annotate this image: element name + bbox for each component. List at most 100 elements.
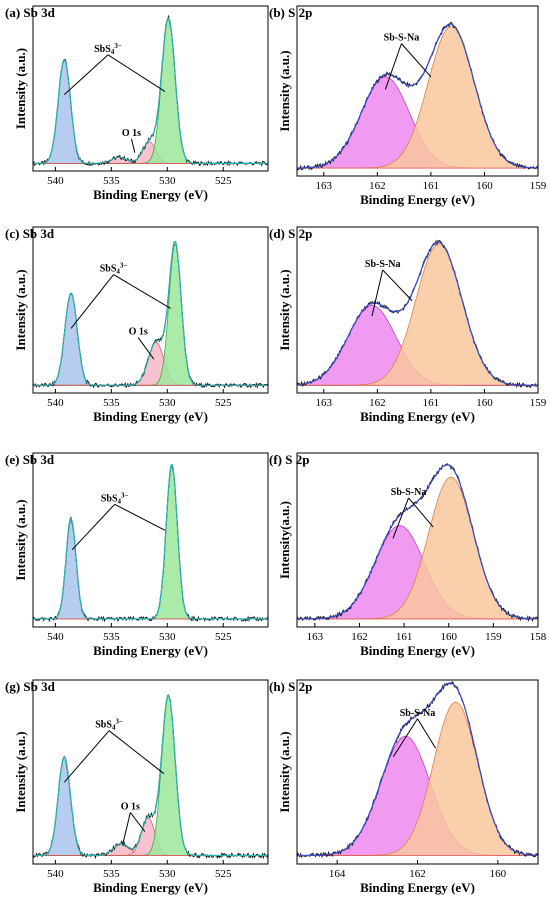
panel-title-a: Sb 3d bbox=[23, 5, 55, 20]
y-axis-title-c: Intensity (a.u.) bbox=[13, 269, 28, 350]
annotation-arrow-b-0-0 bbox=[384, 43, 402, 90]
y-axis-title-h: Intensity (a.u.) bbox=[277, 731, 292, 812]
annotation-arrow-d-0-1 bbox=[382, 269, 413, 302]
xtick-label-b-3: 160 bbox=[476, 180, 493, 192]
annotation-h-0: Sb-S-Na bbox=[400, 708, 436, 719]
panel-tag-f: (f) S 2p bbox=[269, 452, 309, 467]
xtick-label-a-1: 535 bbox=[103, 175, 120, 187]
annotation-sup-a-0: 3− bbox=[114, 42, 122, 50]
annotation-sup-g-0: 3− bbox=[115, 718, 123, 726]
xtick-label-h-2: 160 bbox=[490, 868, 507, 880]
xtick-label-b-2: 161 bbox=[423, 180, 440, 192]
annotation-arrow-a-0-0 bbox=[63, 54, 109, 95]
xtick-label-f-4: 159 bbox=[485, 631, 502, 643]
xtick-label-e-2: 530 bbox=[159, 631, 176, 643]
annotation-a-1: O 1s bbox=[122, 128, 141, 139]
frame-c bbox=[32, 226, 269, 394]
annotation-arrow-g-1-0 bbox=[122, 812, 131, 846]
xtick-label-g-2: 530 bbox=[159, 868, 176, 880]
xtick-label-g-3: 525 bbox=[215, 868, 232, 880]
xtick-label-c-1: 535 bbox=[103, 397, 120, 409]
xtick-label-d-1: 162 bbox=[369, 397, 386, 409]
panel-tag-b: (b) S 2p bbox=[269, 5, 312, 20]
fit-envelope-b bbox=[297, 23, 538, 169]
annotation-arrow-d-0-0 bbox=[371, 269, 384, 317]
panel-title-c: Sb 3d bbox=[23, 226, 55, 241]
frame-d bbox=[296, 226, 539, 394]
annotation-g-0: SbS43− bbox=[95, 718, 123, 732]
annotation-g-1: O 1s bbox=[121, 801, 140, 812]
xtick-label-b-1: 162 bbox=[369, 180, 386, 192]
annotation-sub-g-0: 4 bbox=[112, 724, 116, 732]
peak-fill-b-0 bbox=[297, 76, 538, 169]
xtick-label-d-3: 160 bbox=[476, 397, 493, 409]
xtick-label-f-5: 158 bbox=[530, 631, 547, 643]
y-axis-title-d: Intensity (a.u.) bbox=[277, 269, 292, 350]
annotation-arrow-c-0-0 bbox=[70, 274, 114, 329]
fit-envelope-c bbox=[33, 240, 268, 386]
panel-title-d: S 2p bbox=[288, 226, 312, 241]
annotation-f-0: Sb-S-Na bbox=[391, 487, 427, 498]
panel-title-f: S 2p bbox=[285, 452, 309, 467]
frame-f bbox=[296, 452, 539, 628]
y-axis-title-f: Intensity(a.u.) bbox=[277, 501, 292, 579]
x-axis-title-e: Binding Energy (eV) bbox=[93, 643, 208, 658]
peak-fill-c-1 bbox=[33, 342, 268, 386]
panel-title-g: Sb 3d bbox=[23, 679, 55, 694]
annotation-c-0: SbS43− bbox=[100, 262, 128, 276]
panel-a: 540 535 530 525 Binding Energy (eV) Intensity… bbox=[5, 5, 269, 202]
panel-g: 540 535 530 525 Binding Energy (eV) Intensity… bbox=[5, 679, 269, 895]
xtick-label-c-3: 525 bbox=[215, 397, 232, 409]
panel-e: 540 535 530 525 Binding Energy (eV) Intensity… bbox=[5, 452, 269, 658]
x-axis-title-c: Binding Energy (eV) bbox=[93, 409, 208, 424]
xtick-label-b-4: 159 bbox=[530, 180, 547, 192]
fit-envelope-e bbox=[33, 464, 268, 620]
panel-tag-g: (g) Sb 3d bbox=[5, 679, 56, 694]
xtick-label-a-0: 540 bbox=[47, 175, 64, 187]
xtick-label-f-3: 160 bbox=[440, 631, 457, 643]
panel-title-b: S 2p bbox=[288, 5, 312, 20]
xtick-label-h-1: 162 bbox=[409, 868, 426, 880]
frame-e bbox=[32, 452, 269, 628]
xtick-label-a-2: 530 bbox=[159, 175, 176, 187]
annotation-sub-a-0: 4 bbox=[111, 48, 115, 56]
peak-fill-b-1 bbox=[297, 26, 538, 169]
panel-tag-a: (a) Sb 3d bbox=[5, 5, 56, 20]
annotation-arrow-c-1-0 bbox=[137, 337, 155, 360]
panel-tag-h: (h) S 2p bbox=[269, 679, 312, 694]
frame-b bbox=[296, 5, 539, 177]
frame-a bbox=[32, 5, 269, 172]
peak-fill-h-1 bbox=[297, 702, 538, 856]
annotation-c-1: O 1s bbox=[129, 327, 148, 338]
x-axis-title-b: Binding Energy (eV) bbox=[360, 192, 475, 207]
xtick-label-h-0: 164 bbox=[329, 868, 346, 880]
fit-envelope-d bbox=[296, 241, 538, 386]
xtick-label-e-3: 525 bbox=[215, 631, 232, 643]
x-axis-title-g: Binding Energy (eV) bbox=[93, 880, 208, 895]
annotation-arrow-h-0-0 bbox=[392, 718, 418, 757]
annotation-arrow-a-0-1 bbox=[107, 54, 166, 92]
peak-fill-g-2 bbox=[33, 818, 268, 856]
xtick-label-d-2: 161 bbox=[423, 397, 440, 409]
panel-c: 540 535 530 525 Binding Energy (eV) Intensity… bbox=[5, 226, 269, 424]
fit-envelope-f bbox=[297, 464, 538, 620]
xtick-label-c-2: 530 bbox=[159, 397, 176, 409]
annotation-arrow-f-0-1 bbox=[408, 497, 434, 528]
x-axis-title-d: Binding Energy (eV) bbox=[360, 409, 475, 424]
xtick-label-a-3: 525 bbox=[215, 175, 232, 187]
fit-envelope-a bbox=[33, 16, 268, 164]
fit-envelope-h bbox=[297, 682, 538, 857]
annotation-sub-c-0: 4 bbox=[116, 268, 120, 276]
x-axis-title-a: Binding Energy (eV) bbox=[93, 187, 208, 202]
annotation-sup-c-0: 3− bbox=[120, 262, 128, 270]
annotation-a-0: SbS43− bbox=[94, 42, 122, 56]
xtick-label-g-0: 540 bbox=[47, 868, 64, 880]
panel-tag-d: (d) S 2p bbox=[269, 226, 312, 241]
peak-fill-f-1 bbox=[297, 477, 538, 619]
annotation-arrow-h-0-1 bbox=[417, 718, 437, 749]
annotation-arrow-e-0-0 bbox=[71, 503, 116, 551]
peak-fill-g-0 bbox=[33, 756, 268, 856]
xtick-label-e-1: 535 bbox=[103, 631, 120, 643]
annotation-sub-e-0: 4 bbox=[118, 497, 122, 505]
